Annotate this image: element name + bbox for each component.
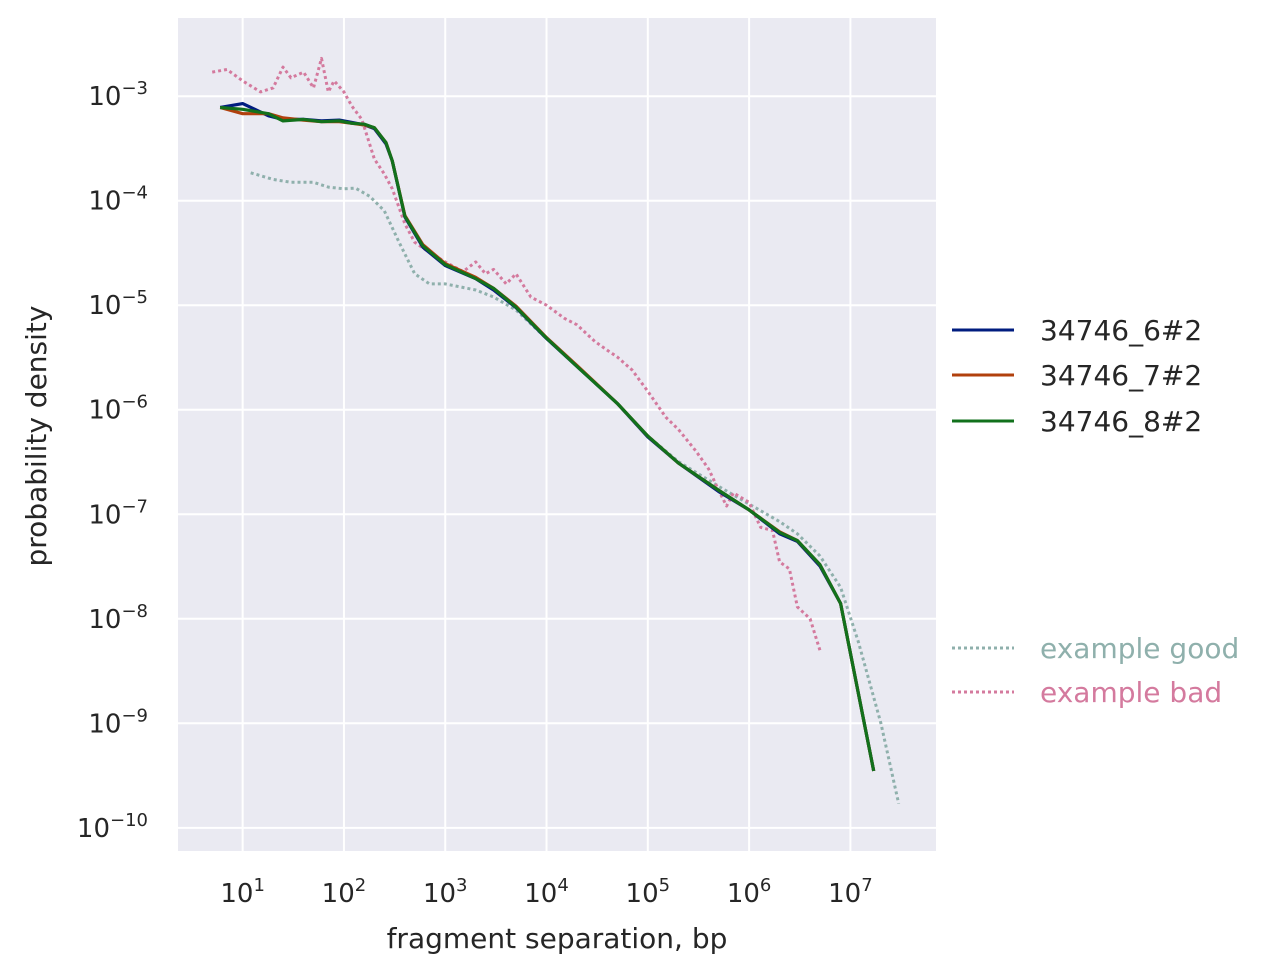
x-tick-label: 107 bbox=[828, 875, 873, 909]
series-line-3 bbox=[250, 171, 901, 805]
y-tick-label: 10−8 bbox=[88, 601, 148, 635]
legend-label: 34746_8#2 bbox=[1040, 405, 1202, 438]
x-tick-label: 102 bbox=[322, 875, 367, 909]
x-axis-title: fragment separation, bp bbox=[387, 922, 728, 955]
y-tick-label: 10−6 bbox=[88, 392, 148, 426]
y-tick-label: 10−10 bbox=[77, 810, 148, 844]
y-tick-label: 10−3 bbox=[88, 78, 148, 112]
legend-label: 34746_6#2 bbox=[1040, 314, 1202, 347]
y-tick-labels: 10−3 10−4 10−5 10−6 10−7 10−8 10−9 10−10 bbox=[77, 78, 148, 844]
y-tick-label: 10−4 bbox=[88, 183, 148, 217]
legend-label: example bad bbox=[1040, 676, 1222, 709]
series-line-2 bbox=[220, 105, 876, 772]
legend-label: example good bbox=[1040, 632, 1239, 665]
x-tick-label: 104 bbox=[524, 875, 569, 909]
y-gridlines bbox=[178, 95, 936, 829]
y-tick-label: 10−5 bbox=[88, 287, 148, 321]
series-lines bbox=[211, 56, 901, 805]
y-axis-title: probability density bbox=[20, 306, 53, 567]
x-tick-label: 103 bbox=[423, 875, 468, 909]
legend-label: 34746_7#2 bbox=[1040, 359, 1202, 392]
plot-area bbox=[178, 18, 936, 851]
x-tick-label: 101 bbox=[220, 875, 265, 909]
y-tick-label: 10−7 bbox=[88, 496, 148, 530]
x-tick-label: 106 bbox=[727, 875, 772, 909]
y-tick-label: 10−9 bbox=[88, 705, 148, 739]
x-tick-label: 105 bbox=[626, 875, 671, 909]
x-tick-labels: 101 102 103 104 105 106 107 bbox=[220, 875, 872, 909]
